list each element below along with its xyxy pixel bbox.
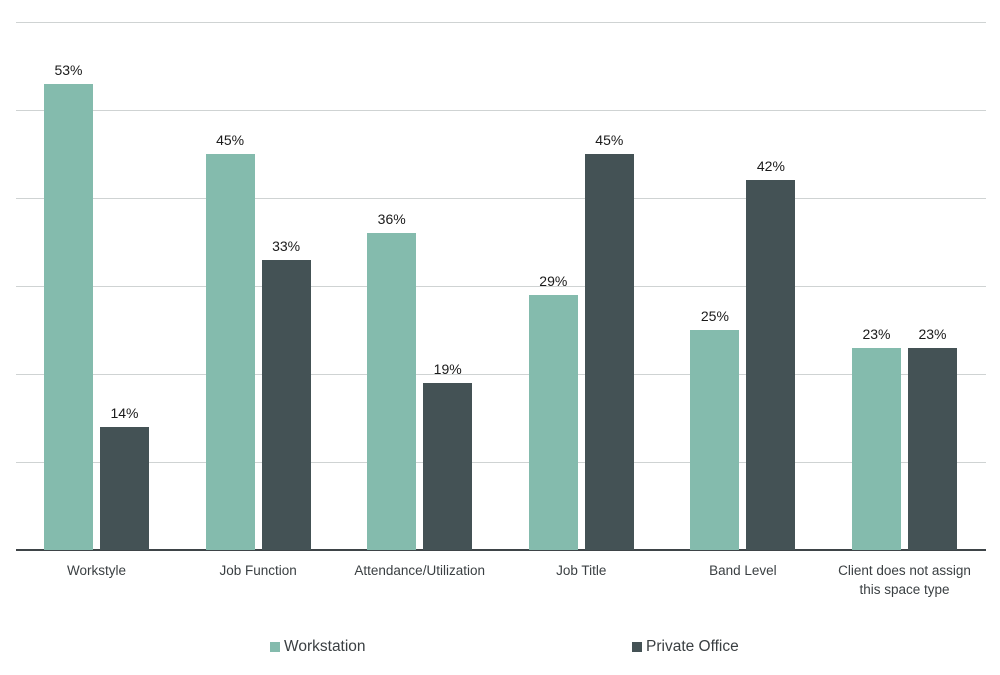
data-label: 36%	[377, 211, 406, 228]
data-label: 42%	[756, 158, 785, 175]
bar-private-office	[584, 154, 634, 550]
bar-workstation	[205, 154, 255, 550]
legend-label: Workstation	[284, 638, 366, 655]
bar-private-office	[100, 426, 149, 550]
bar-workstation	[690, 330, 740, 550]
bar-private-office	[261, 259, 311, 550]
legend-swatch-private-office	[632, 642, 642, 652]
category-label: Band Level	[709, 563, 777, 578]
category-label: Job Function	[219, 563, 297, 578]
data-label: 33%	[272, 237, 301, 254]
bar-workstation	[44, 83, 93, 550]
gridline	[16, 462, 986, 463]
category-label: Attendance/Utilization	[354, 563, 485, 578]
gridline	[16, 110, 986, 111]
data-label: 45%	[595, 132, 624, 148]
bar-workstation	[852, 347, 901, 550]
data-label: 53%	[54, 61, 83, 78]
legend-item-workstation: Workstation	[270, 638, 366, 656]
legend-item-private-office: Private Office	[632, 638, 739, 656]
bar-workstation	[528, 294, 578, 550]
gridline	[16, 286, 986, 287]
gridline	[16, 374, 986, 375]
gridline	[16, 22, 986, 23]
data-label: 25%	[700, 308, 729, 324]
data-label: 23%	[918, 325, 947, 342]
category-label: Workstyle	[66, 563, 126, 578]
category-label: Client does not assign this space type	[838, 563, 971, 597]
data-label: 23%	[862, 325, 891, 342]
bar-private-office	[423, 382, 473, 550]
bar-private-office	[746, 180, 796, 550]
gridline	[16, 198, 986, 199]
data-label: 29%	[539, 272, 568, 289]
data-label: 19%	[433, 360, 462, 377]
bar-private-office	[908, 347, 957, 550]
data-label: 14%	[110, 404, 139, 421]
legend-label: Private Office	[646, 638, 739, 655]
data-label: 45%	[216, 132, 245, 148]
category-label: Job Title	[556, 563, 607, 578]
legend-swatch-workstation	[270, 642, 280, 652]
x-axis-line	[16, 549, 986, 551]
bar-workstation	[367, 233, 417, 550]
